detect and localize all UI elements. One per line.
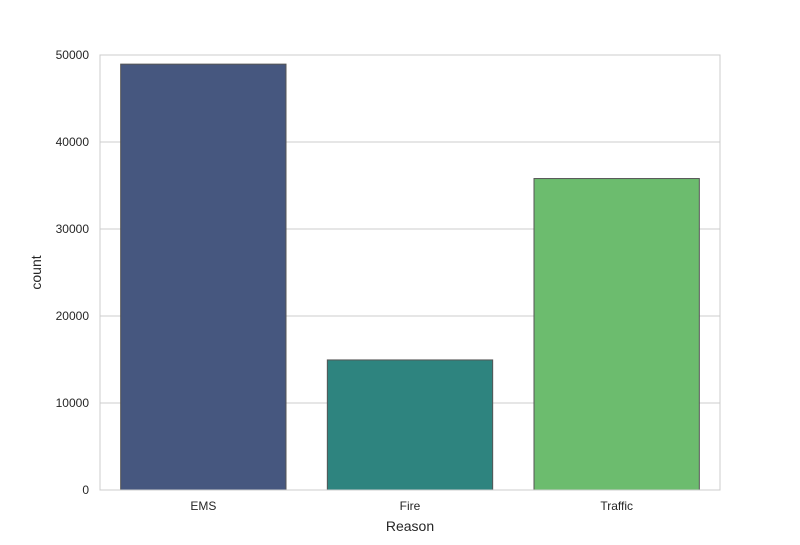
- y-tick-label: 50000: [56, 48, 90, 62]
- y-tick-label: 40000: [56, 135, 90, 149]
- y-axis-label: count: [28, 255, 44, 289]
- y-tick-labels: 0 10000 20000 30000 40000 50000: [56, 48, 90, 497]
- x-tick-label: EMS: [190, 499, 216, 513]
- y-tick-label: 30000: [56, 222, 90, 236]
- y-tick-label: 10000: [56, 396, 90, 410]
- y-tick-label: 0: [82, 483, 89, 497]
- plot-frame: [99, 54, 721, 491]
- x-tick-labels: EMS Fire Traffic: [190, 499, 633, 513]
- bar-fire: [326, 359, 494, 491]
- bar-traffic: [533, 178, 700, 491]
- bar-ems: [120, 63, 287, 491]
- x-axis-label: Reason: [386, 518, 434, 534]
- x-tick-label: Traffic: [600, 499, 633, 513]
- x-tick-label: Fire: [400, 499, 421, 513]
- bars: [120, 63, 700, 491]
- y-tick-label: 20000: [56, 309, 90, 323]
